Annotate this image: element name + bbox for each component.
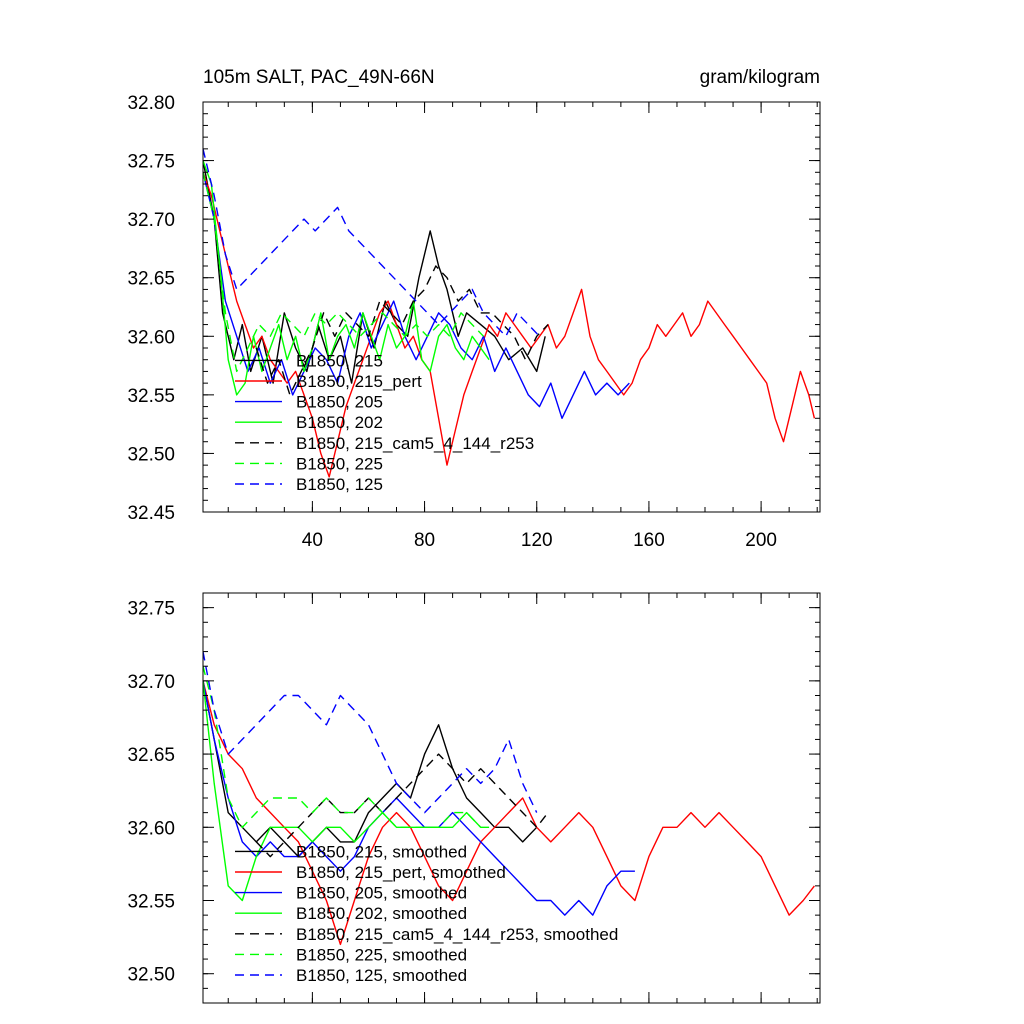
bottom-legend-label: B1850, 215_cam5_4_144_r253, smoothed <box>296 925 618 944</box>
top-y-tick-label: 32.45 <box>127 503 175 524</box>
top-y-tick-label: 32.55 <box>127 386 175 407</box>
bottom-legend-label: B1850, 125, smoothed <box>296 966 467 985</box>
bottom-legend-label: B1850, 202, smoothed <box>296 904 467 923</box>
bottom-legend-label: B1850, 215, smoothed <box>296 842 467 861</box>
top-x-tick-label: 120 <box>521 530 553 551</box>
top-legend-label: B1850, 125 <box>296 475 383 494</box>
top-panel: 105m SALT, PAC_49N-66N gram/kilogram 40 8… <box>127 67 821 551</box>
bottom-y-tick-label: 32.75 <box>127 599 175 620</box>
bottom-y-tick-label: 32.65 <box>127 745 175 766</box>
bottom-legend-label: B1850, 215_pert, smoothed <box>296 863 506 882</box>
top-y-tick-label: 32.60 <box>127 327 175 348</box>
top-series-line-6 <box>203 148 541 337</box>
top-x-tick-label: 200 <box>745 530 777 551</box>
top-y-tick-label: 32.75 <box>127 152 175 173</box>
bottom-series-line-1 <box>203 680 815 946</box>
bottom-plot-axes: 32.50 32.55 32.60 32.65 32.70 32.75 <box>127 592 821 1004</box>
top-legend-label: B1850, 215_pert <box>296 372 422 391</box>
bottom-series-line-2 <box>203 680 635 916</box>
top-legend-label: B1850, 225 <box>296 454 383 473</box>
bottom-legend: B1850, 215, smoothed B1850, 215_pert, smo… <box>235 842 618 985</box>
top-series-line-5 <box>203 172 485 373</box>
top-legend-label: B1850, 215_cam5_4_144_r253 <box>296 434 534 453</box>
top-plot-axes: 40 80 120 160 200 32.45 32.50 32.55 32.60 32.65 32… <box>127 93 821 551</box>
top-series-line-2 <box>203 172 630 419</box>
top-x-tick-label: 80 <box>414 530 435 551</box>
bottom-plot-lines <box>203 651 815 946</box>
top-y-tick-label: 32.70 <box>127 210 175 231</box>
bottom-y-tick-label: 32.60 <box>127 818 175 839</box>
bottom-series-line-5 <box>203 666 482 828</box>
top-series-line-3 <box>203 160 490 396</box>
top-series-line-4 <box>255 265 549 396</box>
bottom-series-line-3 <box>203 680 490 902</box>
bottom-y-tick-label: 32.55 <box>127 892 175 913</box>
bottom-y-tick-label: 32.50 <box>127 965 175 986</box>
bottom-series-line-6 <box>203 651 538 814</box>
top-x-tick-label: 40 <box>302 530 323 551</box>
bottom-series-line-4 <box>255 753 549 858</box>
bottom-y-tick-label: 32.70 <box>127 672 175 693</box>
top-plot-lines <box>203 148 816 478</box>
bottom-series-line-0 <box>203 680 538 858</box>
top-y-tick-label: 32.50 <box>127 444 175 465</box>
bottom-legend-label: B1850, 205, smoothed <box>296 884 467 903</box>
top-legend-label: B1850, 205 <box>296 393 383 412</box>
bottom-legend-label: B1850, 225, smoothed <box>296 945 467 964</box>
top-series-line-1 <box>203 172 816 478</box>
top-chart-units: gram/kilogram <box>700 67 820 88</box>
top-x-tick-label: 160 <box>633 530 665 551</box>
top-legend-label: B1850, 215 <box>296 351 383 370</box>
top-y-tick-label: 32.65 <box>127 269 175 290</box>
bottom-panel: 32.50 32.55 32.60 32.65 32.70 32.75 B1850, 21… <box>127 592 821 1004</box>
top-y-tick-label: 32.80 <box>127 93 175 114</box>
top-chart-title: 105m SALT, PAC_49N-66N <box>203 67 435 88</box>
top-legend-label: B1850, 202 <box>296 413 383 432</box>
top-plot-frame <box>202 101 821 513</box>
